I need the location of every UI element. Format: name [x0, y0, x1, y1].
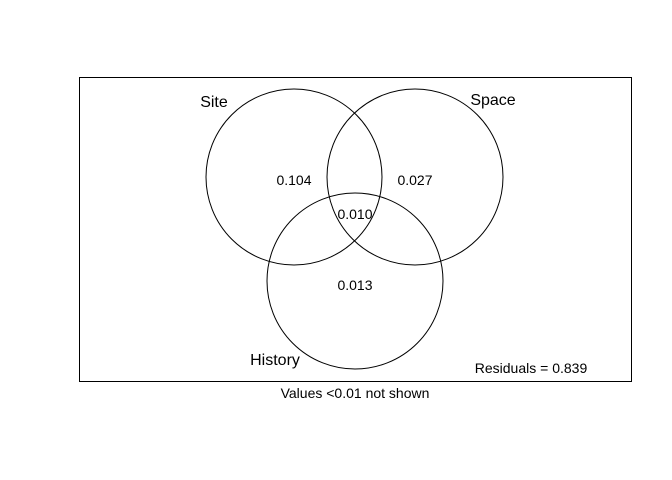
- footnote: Values <0.01 not shown: [281, 385, 430, 401]
- plot-frame: [79, 77, 632, 382]
- region-value-space-only: 0.027: [397, 172, 432, 188]
- circle-space: [326, 88, 504, 266]
- region-value-history-only: 0.013: [337, 277, 372, 293]
- residuals-label: Residuals = 0.839: [475, 360, 588, 376]
- region-value-site-only: 0.104: [276, 172, 311, 188]
- set-label-history: History: [250, 352, 300, 369]
- set-label-site: Site: [200, 94, 228, 111]
- circle-site: [205, 88, 383, 266]
- region-value-all-three: 0.010: [337, 206, 372, 222]
- set-label-space: Space: [470, 92, 515, 109]
- circle-history: [266, 192, 444, 370]
